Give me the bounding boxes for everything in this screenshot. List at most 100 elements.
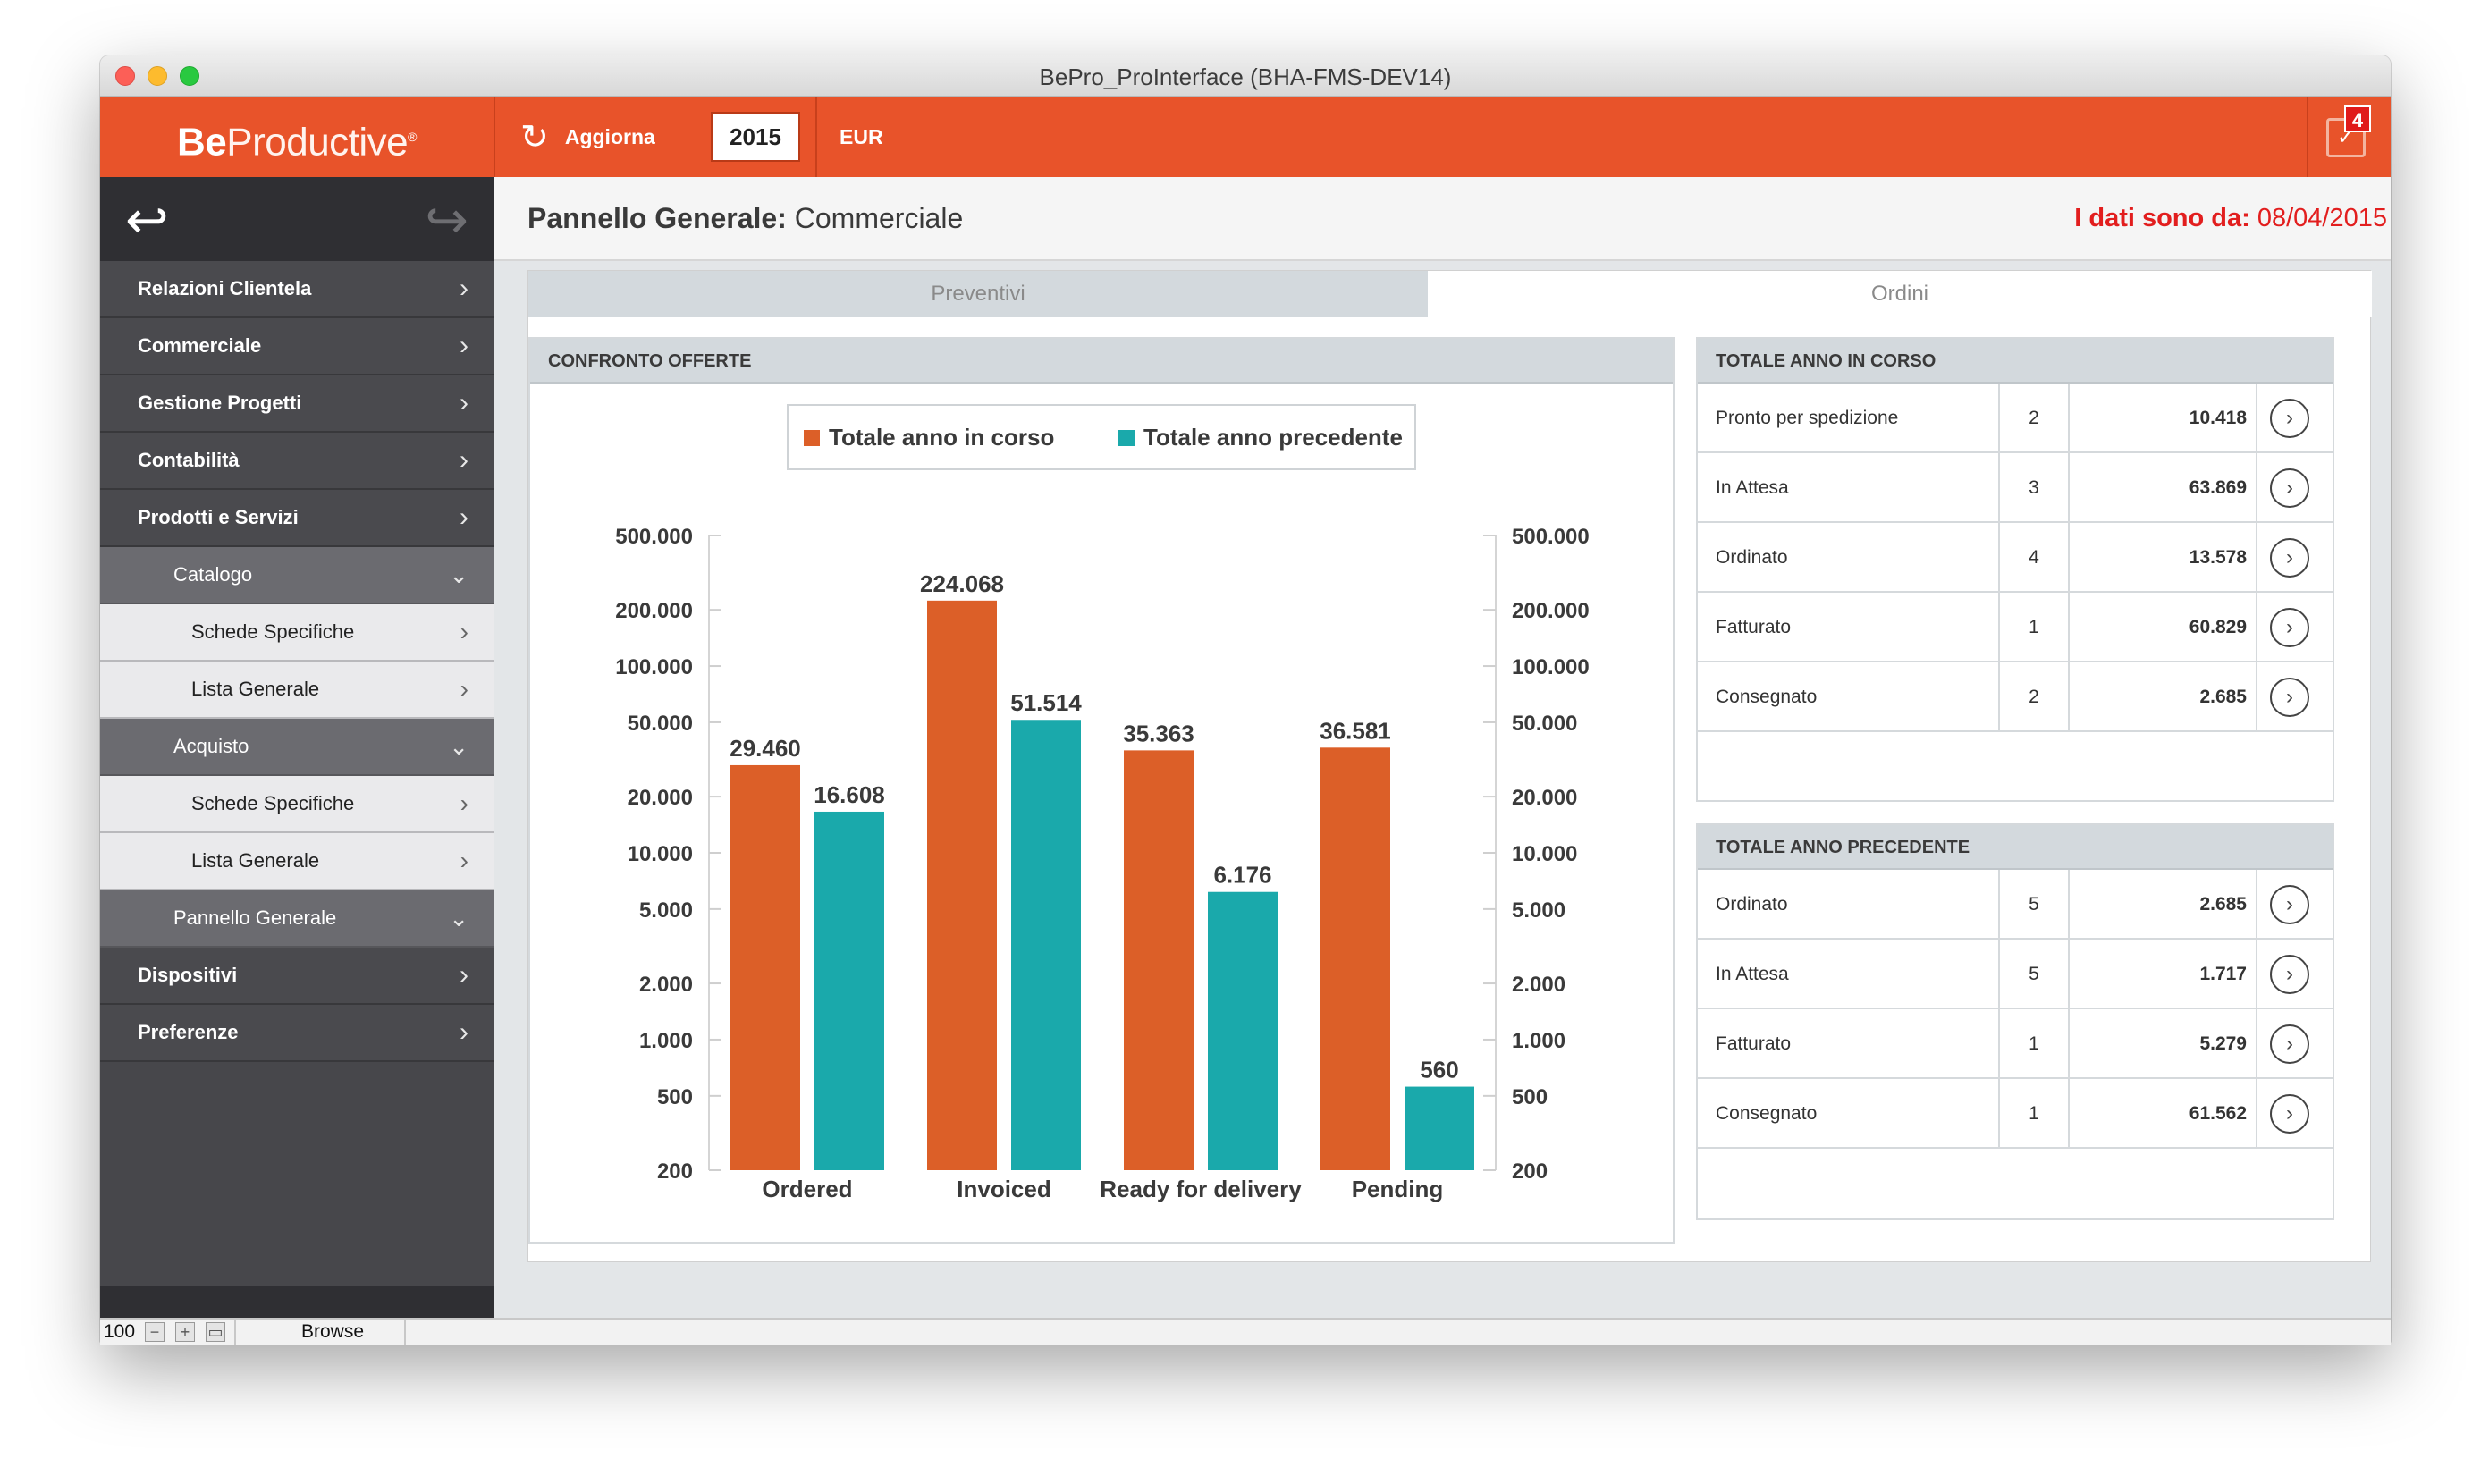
bar-data-label: 560 — [1420, 1057, 1458, 1083]
row-value: 60.829 — [2070, 593, 2257, 662]
chevron-right-icon: › — [460, 675, 468, 703]
y-tick-label-right: 500.000 — [1512, 525, 1590, 549]
refresh-icon: ↻ — [520, 118, 549, 156]
dashboard-content: Preventivi Ordini CONFRONTO OFFERTE Tota… — [527, 270, 2372, 1262]
y-tick-label-left: 10.000 — [628, 842, 693, 866]
minimize-window-button[interactable] — [148, 66, 167, 86]
close-window-button[interactable] — [115, 66, 135, 86]
refresh-button[interactable]: ↻ Aggiorna — [520, 116, 655, 157]
sidebar-item-catalogo-schede-specifiche[interactable]: Schede Specifiche › — [100, 604, 494, 662]
chevron-right-icon: › — [460, 274, 468, 303]
chevron-down-icon: ⌄ — [449, 561, 468, 588]
chart-panel: CONFRONTO OFFERTE Totale anno in corso To… — [528, 337, 1675, 1244]
table-row: In Attesa 3 63.869 › — [1698, 453, 2333, 523]
sidebar-item-label: Pannello Generale — [173, 906, 337, 929]
open-detail-icon[interactable]: › — [2270, 468, 2309, 508]
page-title: Pannello Generale: Commerciale — [527, 202, 963, 235]
row-label: Pronto per spedizione — [1716, 408, 1899, 428]
row-label: In Attesa — [1716, 964, 1789, 984]
y-tick-label-right: 10.000 — [1512, 842, 1577, 866]
open-detail-icon[interactable]: › — [2270, 399, 2309, 438]
open-detail-icon[interactable]: › — [2270, 538, 2309, 578]
sidebar-item-acquisto-lista-generale[interactable]: Lista Generale › — [100, 833, 494, 890]
open-detail-icon[interactable]: › — [2270, 885, 2309, 924]
bar-data-label: 35.363 — [1123, 720, 1194, 746]
open-detail-icon[interactable]: › — [2270, 1094, 2309, 1134]
page-header: Pannello Generale: Commerciale I dati so… — [494, 177, 2391, 261]
sidebar-item-acquisto[interactable]: Acquisto ⌄ — [100, 719, 494, 776]
chevron-right-icon: › — [460, 502, 468, 532]
row-count: 1 — [1998, 593, 2070, 662]
toolbar-divider — [815, 97, 817, 177]
row-count: 2 — [1998, 662, 2070, 732]
zoom-out-button[interactable]: − — [145, 1322, 165, 1342]
zoom-level: 100 — [104, 1321, 136, 1342]
legend-label-previous: Totale anno precedente — [1143, 424, 1403, 451]
bar-previous-0 — [814, 811, 884, 1170]
tab-ordini[interactable]: Ordini — [1428, 271, 2372, 317]
bar-chart: Totale anno in corso Totale anno preceden… — [615, 404, 1590, 1202]
bar-data-label: 6.176 — [1213, 862, 1271, 889]
sidebar-item-commerciale[interactable]: Commerciale › — [100, 318, 494, 375]
back-arrow-icon[interactable]: ↩ — [125, 191, 169, 249]
previous-year-table: TOTALE ANNO PRECEDENTE Ordinato 5 2.685 › In… — [1696, 823, 2334, 1220]
row-label: Consegnato — [1716, 1103, 1818, 1124]
previous-year-title: TOTALE ANNO PRECEDENTE — [1698, 825, 2333, 870]
sidebar-item-acquisto-schede-specifiche[interactable]: Schede Specifiche › — [100, 776, 494, 833]
mode-indicator: Browse — [300, 1321, 365, 1342]
data-date-value: 08/04/2015 — [2249, 204, 2387, 232]
chevron-right-icon: › — [460, 789, 468, 817]
y-tick-label-right: 20.000 — [1512, 786, 1577, 810]
sidebar-item-label: Catalogo — [173, 563, 253, 586]
sidebar-item-label: Schede Specifiche — [191, 792, 355, 814]
sidebar-item-catalogo[interactable]: Catalogo ⌄ — [100, 547, 494, 604]
toolbar-divider — [494, 97, 495, 177]
year-field[interactable]: 2015 — [711, 112, 800, 162]
row-value: 10.418 — [2070, 384, 2257, 453]
sidebar-item-dispositivi[interactable]: Dispositivi › — [100, 948, 494, 1005]
sidebar-item-relazioni-clientela[interactable]: Relazioni Clientela › — [100, 261, 494, 318]
row-value: 2.685 — [2070, 870, 2257, 940]
sidebar-item-catalogo-lista-generale[interactable]: Lista Generale › — [100, 662, 494, 719]
row-label: Ordinato — [1716, 547, 1788, 568]
currency-selector[interactable]: EUR — [840, 125, 883, 148]
open-detail-icon[interactable]: › — [2270, 955, 2309, 994]
y-tick-label-left: 2.000 — [639, 973, 693, 997]
registered-mark-icon: ® — [408, 130, 417, 144]
chevron-down-icon: ⌄ — [449, 733, 468, 760]
zoom-in-button[interactable]: + — [175, 1322, 195, 1342]
bar-current-0 — [730, 764, 800, 1170]
forward-arrow-icon[interactable]: ↪ — [425, 191, 468, 249]
y-tick-label-left: 200 — [657, 1159, 693, 1184]
chevron-right-icon: › — [460, 445, 468, 475]
sidebar-item-preferenze[interactable]: Preferenze › — [100, 1005, 494, 1062]
title-bar: BePro_ProInterface (BHA-FMS-DEV14) — [100, 55, 2391, 97]
x-tick-label: Ready for delivery — [1100, 1176, 1302, 1202]
open-detail-icon[interactable]: › — [2270, 678, 2309, 717]
tab-preventivi[interactable]: Preventivi — [528, 271, 1428, 317]
sidebar: ↩ ↪ Relazioni Clientela › Commerciale › Ge… — [100, 177, 494, 1343]
table-row: Ordinato 5 2.685 › — [1698, 870, 2333, 940]
y-tick-label-right: 200.000 — [1512, 599, 1590, 623]
row-count: 5 — [1998, 870, 2070, 940]
zoom-window-button[interactable] — [180, 66, 199, 86]
refresh-label: Aggiorna — [564, 124, 655, 148]
sidebar-item-gestione-progetti[interactable]: Gestione Progetti › — [100, 375, 494, 433]
y-tick-label-right: 100.000 — [1512, 655, 1590, 679]
table-row: In Attesa 5 1.717 › — [1698, 940, 2333, 1009]
sidebar-item-prodotti-servizi[interactable]: Prodotti e Servizi › — [100, 490, 494, 547]
open-detail-icon[interactable]: › — [2270, 608, 2309, 647]
page-title-rest: Commerciale — [786, 202, 964, 234]
table-row: Consegnato 2 2.685 › — [1698, 662, 2333, 732]
open-detail-icon[interactable]: › — [2270, 1024, 2309, 1064]
row-label: Ordinato — [1716, 894, 1788, 915]
current-year-table: TOTALE ANNO IN CORSO Pronto per spedizio… — [1696, 337, 2334, 802]
toolbar-divider — [2307, 97, 2308, 177]
toggle-toolbar-button[interactable]: ▭ — [206, 1322, 225, 1342]
table-row: Ordinato 4 13.578 › — [1698, 523, 2333, 593]
sidebar-item-contabilita[interactable]: Contabilità › — [100, 433, 494, 490]
history-nav: ↩ ↪ — [100, 177, 494, 261]
sidebar-item-pannello-generale[interactable]: Pannello Generale ⌄ — [100, 890, 494, 948]
legend-box — [787, 404, 1416, 470]
row-label: In Attesa — [1716, 477, 1789, 498]
